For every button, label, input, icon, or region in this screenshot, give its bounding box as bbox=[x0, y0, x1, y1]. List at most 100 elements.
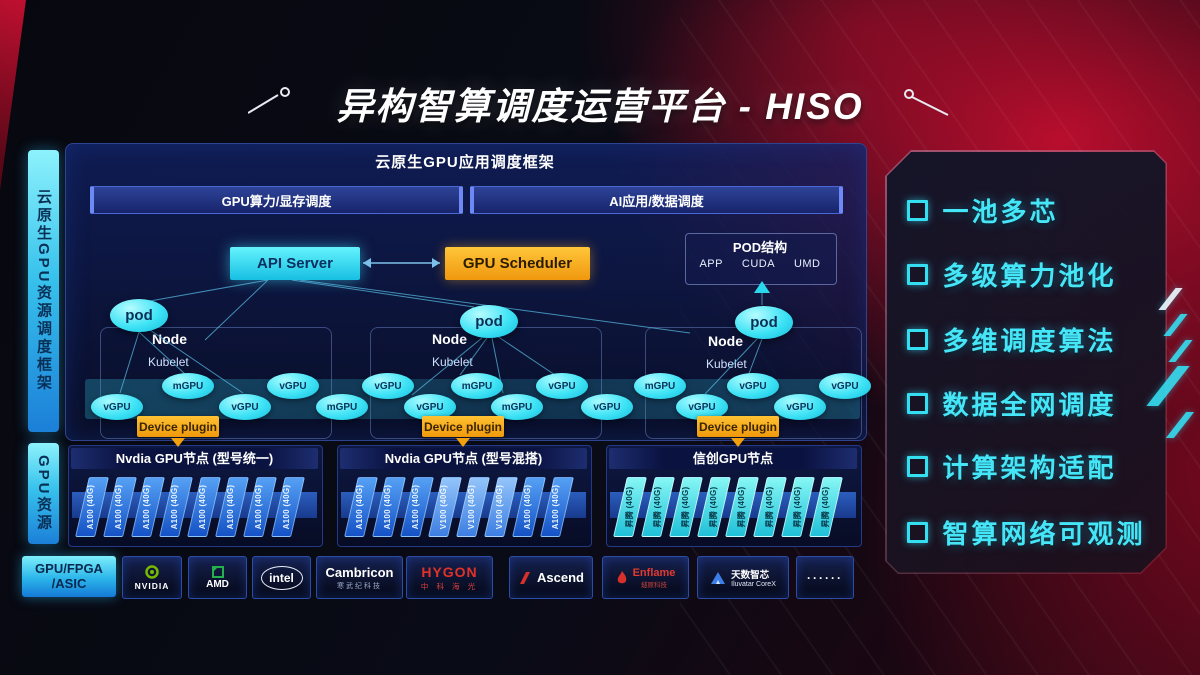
feature-bullet-icon bbox=[907, 329, 928, 350]
kubelet-label-2: Kubelet bbox=[432, 355, 473, 369]
gpu-card: A100 (40G) bbox=[407, 477, 427, 537]
node-label-2: Node bbox=[432, 331, 467, 347]
kubelet-label-1: Kubelet bbox=[148, 355, 189, 369]
circuit-decor-right-icon bbox=[904, 89, 949, 116]
gpu-card: 昇腾 (40G) bbox=[620, 477, 640, 537]
node-label-1: Node bbox=[152, 331, 187, 347]
ascend-triangle-icon bbox=[520, 572, 531, 584]
pod-structure-title: POD结构 bbox=[732, 240, 788, 255]
gpu-ellipse: vGPU bbox=[91, 394, 143, 420]
gpu-card: A100 (40G) bbox=[110, 477, 130, 537]
feature-item: 多级算力池化 bbox=[907, 256, 1117, 293]
device-plugin-arrow-icon bbox=[731, 438, 745, 447]
gpu-card: V100 (40G) bbox=[435, 477, 455, 537]
gpu-ellipse: mGPU bbox=[491, 394, 543, 420]
gpu-card: A100 (40G) bbox=[278, 477, 298, 537]
gpu-ellipse: mGPU bbox=[634, 373, 686, 399]
enflame-flame-icon bbox=[617, 570, 626, 583]
api-server-box: API Server bbox=[230, 247, 360, 280]
sidebar-framework-label: 云原生GPU资源调度框架 bbox=[35, 189, 52, 393]
vendor-iluvatar: 天数智芯 Iluvatar CoreX bbox=[697, 556, 789, 599]
page-title: 异构智算调度运营平台 - HISO bbox=[336, 86, 864, 127]
gpu-card: A100 (40G) bbox=[351, 477, 371, 537]
feature-bullet-icon bbox=[907, 200, 928, 221]
gpu-card: 昇腾 (40G) bbox=[704, 477, 724, 537]
gpu-card: 昇腾 (40G) bbox=[648, 477, 668, 537]
pod-ellipse-3: pod bbox=[735, 306, 793, 339]
device-plugin-arrow-icon bbox=[456, 438, 470, 447]
gpu-card: V100 (40G) bbox=[463, 477, 483, 537]
feature-item: 计算架构适配 bbox=[907, 448, 1117, 485]
pod-item-umd: UMD bbox=[793, 258, 821, 270]
gpu-ellipse: vGPU bbox=[676, 394, 728, 420]
gpu-ellipse: vGPU bbox=[267, 373, 319, 399]
vendor-cambricon: Cambricon 寒武纪科技 bbox=[316, 556, 403, 599]
gpu-card: 昇腾 (40G) bbox=[732, 477, 752, 537]
sidebar-gpu-resource-bar: GPU资源 bbox=[28, 443, 59, 544]
vendor-enflame: Enflame 燧原科技 bbox=[602, 556, 689, 599]
gpu-card: A100 (40G) bbox=[222, 477, 242, 537]
gpu-ellipse: mGPU bbox=[451, 373, 503, 399]
gpu-card: A100 (40G) bbox=[166, 477, 186, 537]
device-plugin-arrow-icon bbox=[171, 438, 185, 447]
bar-ai-data-scheduling: AI应用/数据调度 bbox=[470, 186, 843, 214]
gpu-card: V100 (40G) bbox=[491, 477, 511, 537]
gpu-ellipse: vGPU bbox=[774, 394, 826, 420]
gpu-node-header-2: Nvdia GPU节点 (型号混搭) bbox=[340, 448, 587, 469]
pod-structure-items: APP CUDA UMD bbox=[690, 258, 830, 270]
sidebar-chip-types-badge: GPU/FPGA /ASIC bbox=[22, 556, 116, 597]
gpu-ellipse: mGPU bbox=[316, 394, 368, 420]
device-plugin-3: Device plugin bbox=[697, 416, 779, 437]
feature-panel: 一池多芯 多级算力池化 多维调度算法 数据全网调度 计算架构适配 智算网络可观测 bbox=[885, 150, 1167, 574]
pod-ellipse-2: pod bbox=[460, 305, 518, 338]
gpu-scheduler-box: GPU Scheduler bbox=[445, 247, 590, 280]
feature-bullet-icon bbox=[907, 456, 928, 477]
feature-bullet-icon bbox=[907, 393, 928, 414]
pod-item-app: APP bbox=[699, 258, 723, 270]
kubelet-label-3: Kubelet bbox=[706, 357, 747, 371]
gpu-ellipse: vGPU bbox=[536, 373, 588, 399]
gpu-ellipse: vGPU bbox=[219, 394, 271, 420]
node-label-3: Node bbox=[708, 333, 743, 349]
gpu-card: A100 (40G) bbox=[250, 477, 270, 537]
framework-header: 云原生GPU应用调度框架 bbox=[375, 154, 555, 171]
gpu-ellipse: vGPU bbox=[581, 394, 633, 420]
feature-item: 多维调度算法 bbox=[907, 321, 1117, 358]
gpu-ellipse: vGPU bbox=[727, 373, 779, 399]
pod-item-cuda: CUDA bbox=[741, 258, 776, 270]
gpu-ellipse: vGPU bbox=[819, 373, 871, 399]
gpu-ellipse: vGPU bbox=[362, 373, 414, 399]
sidebar-framework-bar: 云原生GPU资源调度框架 bbox=[28, 150, 59, 432]
hazard-stripe-icon bbox=[1165, 412, 1195, 438]
feature-item: 一池多芯 bbox=[907, 192, 1059, 229]
vendor-amd: AMD bbox=[188, 556, 247, 599]
gpu-ellipse: mGPU bbox=[162, 373, 214, 399]
vendor-more: ······ bbox=[796, 556, 854, 599]
gpu-card: A100 (40G) bbox=[82, 477, 102, 537]
gpu-card: 昇腾 (40G) bbox=[788, 477, 808, 537]
vendor-intel: intel bbox=[252, 556, 311, 599]
vendor-nvidia: NVIDIA bbox=[122, 556, 182, 599]
iluvatar-triangle-icon bbox=[711, 571, 726, 584]
gpu-card: A100 (40G) bbox=[519, 477, 539, 537]
pod-structure-box bbox=[685, 233, 837, 285]
gpu-card: 昇腾 (40G) bbox=[760, 477, 780, 537]
gpu-card: 昇腾 (40G) bbox=[676, 477, 696, 537]
device-plugin-1: Device plugin bbox=[137, 416, 219, 437]
vendor-ascend: Ascend bbox=[509, 556, 593, 599]
intel-oval-icon: intel bbox=[260, 565, 303, 590]
gpu-card: A100 (40G) bbox=[547, 477, 567, 537]
gpu-card: 昇腾 (40G) bbox=[816, 477, 836, 537]
amd-square-icon bbox=[211, 566, 224, 578]
hazard-stripe-icon bbox=[1163, 314, 1188, 336]
pod-ellipse-1: pod bbox=[110, 299, 168, 332]
sidebar-gpu-resource-label: GPU资源 bbox=[35, 454, 52, 533]
nvidia-eye-icon bbox=[145, 564, 159, 579]
gpu-card: A100 (40G) bbox=[138, 477, 158, 537]
feature-bullet-icon bbox=[907, 264, 928, 285]
feature-item: 智算网络可观测 bbox=[907, 514, 1146, 551]
gpu-node-header-1: Nvdia GPU节点 (型号统一) bbox=[71, 448, 318, 469]
feature-bullet-icon bbox=[907, 522, 928, 543]
device-plugin-2: Device plugin bbox=[422, 416, 504, 437]
